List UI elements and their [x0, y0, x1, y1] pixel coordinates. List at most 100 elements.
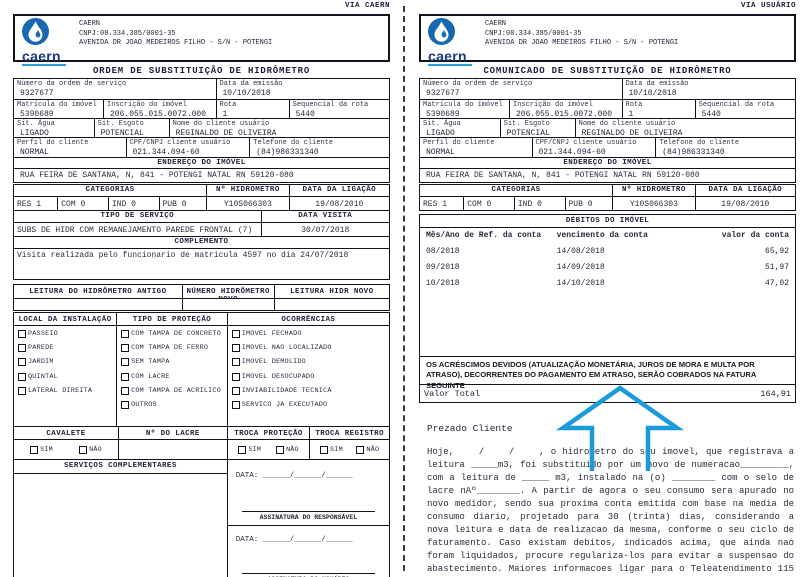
- row-endereco: RUA FEIRA DE SANTANA, N, 841 - POTENGI N…: [14, 167, 389, 182]
- cavalete-sim: SIM: [30, 445, 53, 454]
- nome-cliente-label: Nome do cliente usuário: [172, 119, 270, 128]
- categorias-table: CATEGORIAS Nº HIDROMETRO DATA DA LIGAÇÃO…: [419, 184, 796, 211]
- telefone-label: Telefone do cliente: [659, 138, 740, 147]
- valor-total-value: 164,91: [760, 388, 791, 399]
- cavalete-header: CAVALETE: [14, 427, 119, 439]
- caern-logo-underline: [428, 64, 472, 66]
- nome-cliente-value: REGINALDO DE OLIVEIRA: [581, 129, 683, 137]
- troca-registro-header: TROCA REGISTRO: [315, 429, 384, 438]
- instalacao-table: LOCAL DA INSTALAÇÃO TIPO DE PROTEÇÃO OCO…: [13, 312, 390, 577]
- cat-ind-value: 0: [131, 199, 136, 209]
- checkbox-label: IMOVEL NAO LOCALIZADO: [241, 344, 332, 353]
- data-emissao-label: Data da emissão: [625, 79, 689, 88]
- leitura-novo-value: [275, 299, 389, 310]
- cell-sequencial: Sequencial da rota 5440: [290, 100, 389, 118]
- ligacao-value: 19/08/2010: [721, 199, 770, 209]
- checkbox-icon: [18, 358, 26, 367]
- hidrometro-header: Nº HIDROMETRO: [207, 185, 290, 196]
- debito-row: 08/2018 14/08/2018 65,92: [420, 240, 795, 256]
- row-endereco: RUA FEIRA DE SANTANA, N, 841 - POTENGI N…: [420, 167, 795, 182]
- sit-agua-value: LIGADO: [426, 129, 455, 137]
- checkbox-icon: [30, 445, 39, 454]
- cat-com-label: COM: [467, 199, 482, 209]
- checkbox-label: NÃO: [366, 445, 380, 454]
- numero-novo-header: NÚMERO HIDRÔMETRO NOVO: [183, 284, 275, 298]
- caern-logo: caern: [22, 18, 76, 66]
- col-ref-header: Mês/Ano de Ref. da conta: [426, 230, 542, 240]
- data-emissao-value: 10/10/2018: [222, 89, 271, 98]
- row-cat-values: RES 1 COM 0 IND 0 PUB 0 Y10S066303 19/08…: [420, 196, 795, 210]
- perfil-value: NORMAL: [426, 148, 455, 157]
- endereco-value: RUA FEIRA DE SANTANA, N, 841 - POTENGI N…: [426, 171, 700, 180]
- company-address: AVENIDA DR JOAO MEDEIROS FILHO - S/N - P…: [79, 39, 273, 47]
- row-tipo-servico-header: TIPO DE SERVIÇO DATA VISITA: [14, 210, 389, 222]
- via-usuario-label: VIA USUÁRIO: [740, 2, 796, 10]
- categorias-header: CATEGORIAS: [14, 185, 208, 196]
- troca-protecao-header: TROCA PROTEÇÃO: [228, 427, 311, 439]
- checkbox-label: JARDIM: [28, 358, 54, 367]
- checkbox-label: COM LACRE: [131, 372, 170, 381]
- nome-cliente-value: REGINALDO DE OLIVEIRA: [175, 129, 277, 137]
- assinatura-usuario-line: [241, 573, 375, 574]
- cell-data-emissao: Data da emissão 10/10/2018: [217, 79, 390, 99]
- assinatura-responsavel-block: DATA: ______/______/______ ASSINATURA DO…: [227, 460, 389, 526]
- troca-registro-simnao: SIM NÃO: [310, 440, 389, 459]
- local-instalacao-options: PASSEIO PAREDE JARDIM QUINTAL LATERAL DI…: [14, 326, 118, 426]
- nome-cliente-label: Nome do cliente usuário: [578, 119, 676, 128]
- checkbox-label: NÃO: [285, 445, 299, 454]
- telefone-value: (84)986331340: [256, 148, 319, 157]
- cat-pub: PUB 0: [160, 197, 208, 210]
- row-perfil: Perfil do cliente NORMAL CPF/CNPJ client…: [420, 136, 795, 157]
- cat-res-value: 1: [36, 199, 42, 209]
- cell-ordem-servico: Número da ordem de serviço 9327677: [420, 78, 623, 99]
- ocorrencias-header: OCORRÊNCIAS: [281, 315, 336, 324]
- option-imovel-desocupado: IMOVEL DESOCUPADO: [231, 372, 387, 381]
- identification-table: Número da ordem de serviço 9327677 Data …: [13, 77, 390, 183]
- option-imovel-nao-localizado: IMOVEL NAO LOCALIZADO: [231, 344, 387, 353]
- inscricao-value: 206.055.015.0072.000: [110, 110, 207, 118]
- sequencial-value: 5440: [295, 110, 315, 118]
- checkbox-icon: [231, 386, 240, 395]
- debito-venc: 14/08/2018: [556, 246, 605, 256]
- debitos-column-headers: Mês/Ano de Ref. da conta vencimento da c…: [420, 228, 795, 240]
- cell-cpf: CPF/CNPJ cliente usuário 021.344.094-60: [127, 137, 251, 157]
- cell-perfil: Perfil do cliente NORMAL: [420, 137, 533, 157]
- assinatura-responsavel-line: [241, 511, 375, 512]
- company-address: AVENIDA DR JOAO MEDEIROS FILHO - S/N - P…: [485, 39, 679, 47]
- cat-res-label: RES: [17, 199, 32, 209]
- cell-nome-cliente: Nome do cliente usuário REGINALDO DE OLI…: [170, 119, 389, 137]
- company-name: CAERN: [485, 20, 507, 28]
- option-sem-tampa: SEM TAMPA: [121, 358, 225, 367]
- page-cut-divider: [403, 6, 405, 571]
- servicos-complementares-cell: SERVIÇOS COMPLEMENTARES: [14, 460, 228, 577]
- checkbox-label: IMOVEL DESOCUPADO: [241, 372, 315, 381]
- cell-data-emissao: Data da emissão 10/10/2018: [623, 79, 796, 99]
- checkbox-icon: [18, 372, 26, 381]
- cat-pub-label: PUB: [162, 199, 177, 209]
- cell-ordem-servico: Número da ordem de serviço 9327677: [14, 78, 217, 99]
- data-responsavel: DATA: ______/______/______: [228, 460, 389, 480]
- cat-pub-value: 0: [181, 199, 187, 209]
- cavalete-nao: NÃO: [79, 445, 102, 454]
- assinatura-responsavel-label: ASSINATURA DO RESPONSÁVEL: [259, 514, 358, 521]
- caern-logo-drop-icon: [22, 18, 49, 45]
- debito-row: 09/2018 14/09/2018 51,97: [420, 256, 795, 272]
- company-cnpj: CNPJ:08.334.385/0001-35: [79, 29, 176, 38]
- hidrometro-header: Nº HIDROMETRO: [613, 185, 696, 196]
- checkbox-icon: [18, 386, 26, 395]
- valor-total-label: Valor Total: [424, 388, 481, 399]
- checkbox-icon: [238, 445, 247, 454]
- cpf-value: 021.344.094-60: [538, 148, 606, 157]
- col-venc-header: vencimento da conta: [556, 230, 648, 240]
- cell-rota: Rota 1: [623, 99, 696, 118]
- cell-sequencial: Sequencial da rota 5440: [696, 100, 795, 118]
- sequencial-value: 5440: [701, 110, 721, 118]
- row-matricula: Matrícula do imóvel 5390689 Inscrição do…: [420, 98, 795, 118]
- checkbox-icon: [121, 372, 130, 381]
- cell-cpf: CPF/CNPJ cliente usuário 021.344.094-60: [533, 137, 657, 157]
- tipo-servico-header: TIPO DE SERVIÇO: [14, 211, 262, 222]
- cat-pub-value: 0: [587, 199, 593, 209]
- tipo-servico-value: SUBS DE HIDR COM REMANEJAMENTO PAREDE FR…: [14, 223, 262, 236]
- carta-corpo: Hoje, / / , o hidrometro do seu imovel, …: [427, 446, 794, 577]
- cell-sit-agua: Sit. Água LIGADO: [420, 118, 501, 137]
